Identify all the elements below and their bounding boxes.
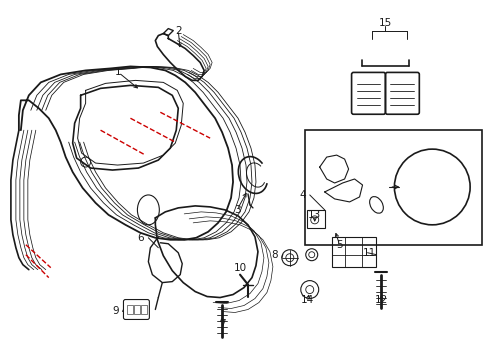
Text: 15: 15: [378, 18, 391, 28]
Bar: [306, 210, 324, 228]
Text: 10: 10: [233, 263, 246, 273]
Text: 14: 14: [301, 294, 314, 305]
Text: 7: 7: [218, 319, 225, 329]
Text: 3: 3: [233, 205, 240, 215]
Bar: [304, 130, 481, 245]
Text: 4: 4: [299, 190, 305, 200]
Text: 5: 5: [336, 240, 342, 250]
Bar: [127, 305, 133, 315]
Text: 12: 12: [374, 294, 387, 305]
Bar: [331, 237, 376, 267]
Text: 13: 13: [307, 210, 321, 220]
Text: 1: 1: [115, 67, 122, 77]
Bar: [141, 305, 147, 315]
Text: 6: 6: [137, 233, 143, 243]
Bar: [134, 305, 140, 315]
Text: 11: 11: [362, 248, 375, 258]
Text: 9: 9: [112, 306, 119, 316]
Text: 2: 2: [175, 26, 181, 36]
Text: 8: 8: [271, 250, 278, 260]
